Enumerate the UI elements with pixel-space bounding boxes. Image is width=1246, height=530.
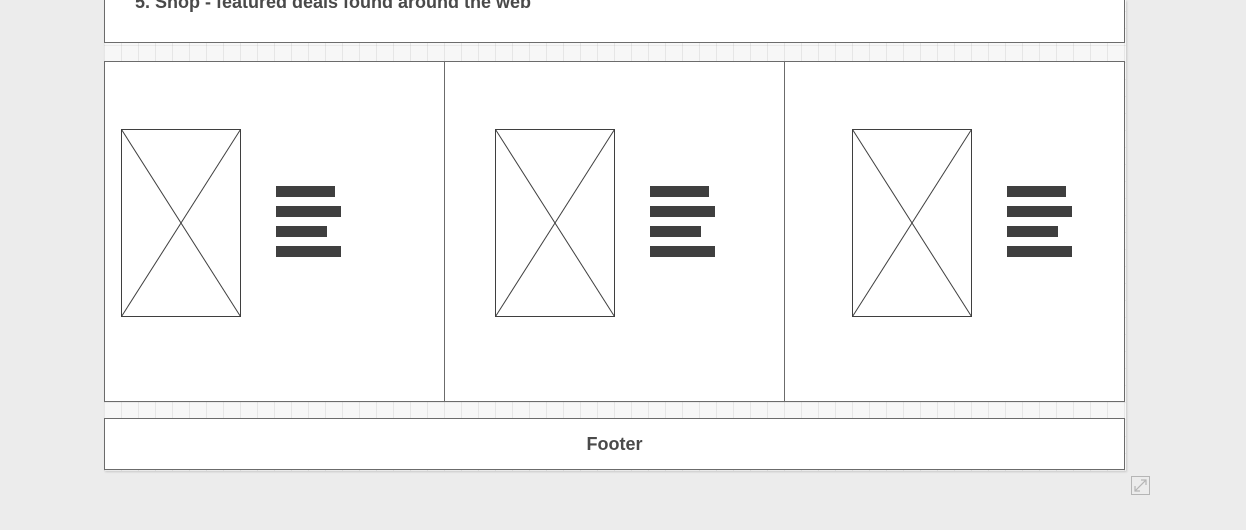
text-line [1007, 226, 1058, 237]
text-line [650, 206, 715, 217]
text-line [650, 246, 715, 257]
text-lines-placeholder [1007, 186, 1073, 258]
deal-card [104, 61, 445, 402]
deals-panel-row [104, 61, 1125, 402]
deal-card [785, 61, 1125, 402]
shop-section-title: 5. Shop - featured deals found around th… [135, 0, 532, 12]
text-lines-placeholder [650, 186, 716, 258]
text-line [1007, 186, 1066, 197]
shop-section-header: 5. Shop - featured deals found around th… [104, 0, 1125, 43]
text-line [276, 206, 341, 217]
footer-label: Footer [586, 433, 643, 454]
text-line [276, 186, 335, 197]
deal-card [445, 61, 785, 402]
image-placeholder-icon [495, 129, 615, 317]
image-placeholder-icon [121, 129, 241, 317]
text-line [276, 246, 341, 257]
text-lines-placeholder [276, 186, 342, 258]
image-placeholder-icon [852, 129, 972, 317]
text-line [276, 226, 327, 237]
text-line [1007, 206, 1072, 217]
expand-icon[interactable] [1131, 476, 1150, 495]
text-line [650, 186, 709, 197]
text-line [650, 226, 701, 237]
footer: Footer [104, 418, 1125, 470]
text-line [1007, 246, 1072, 257]
